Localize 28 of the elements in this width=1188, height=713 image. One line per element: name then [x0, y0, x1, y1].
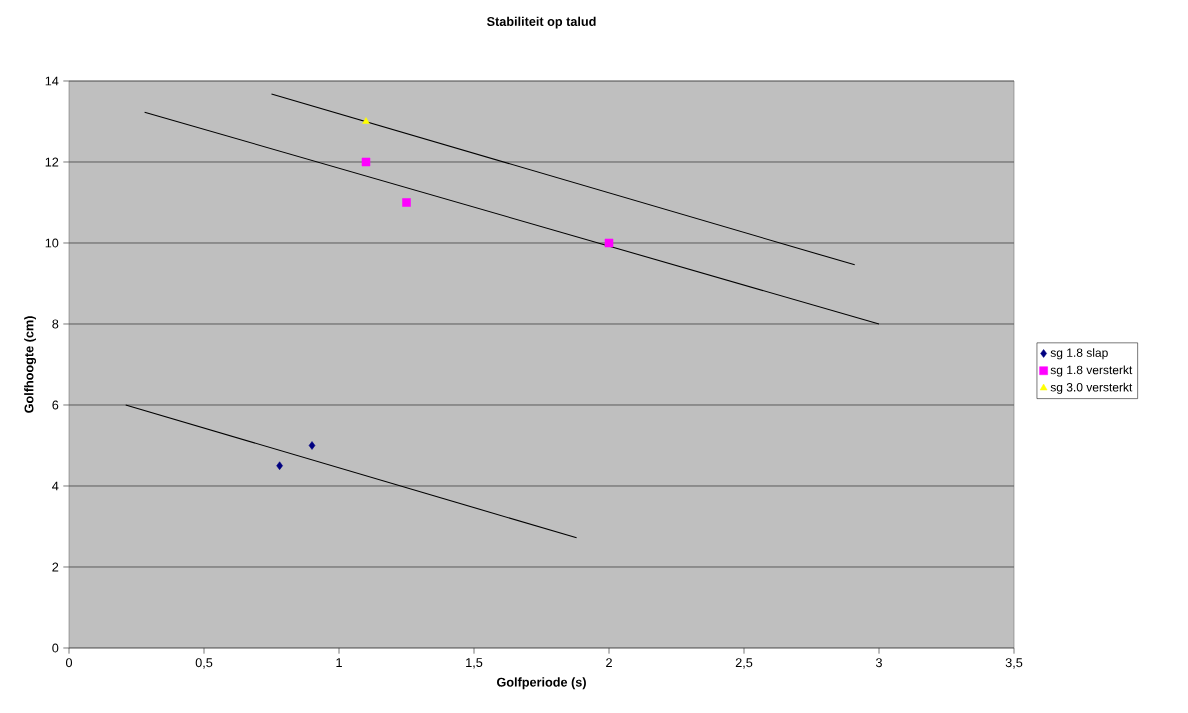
point	[604, 238, 614, 248]
x-tick-label: 3	[875, 658, 882, 668]
point	[361, 157, 371, 167]
x-tick-label: 3,5	[1005, 658, 1023, 669]
point	[276, 461, 283, 471]
x-tick-label: 0,5	[195, 658, 213, 669]
y-axis-title: Golfhoogte (cm)	[24, 316, 37, 413]
point	[308, 441, 316, 450]
x-tick-label: 2	[606, 658, 612, 668]
point	[402, 198, 411, 207]
y-tick-label: 10	[45, 238, 59, 248]
x-tick-label: 2,5	[735, 658, 753, 669]
legend-label: sg 3.0 versterkt	[1050, 382, 1133, 394]
y-tick-label: 14	[45, 76, 59, 86]
legend-label: sg 1.8 versterkt	[1050, 365, 1133, 377]
x-axis-title: Golfperiode (s)	[496, 677, 586, 690]
chart-title: Stabiliteit op talud	[486, 16, 596, 29]
x-tick-label: 0	[65, 658, 73, 668]
x-tick-label: 1	[336, 658, 342, 667]
y-tick-label: 4	[52, 481, 59, 491]
y-tick-label: 0	[52, 643, 59, 653]
point	[362, 117, 370, 124]
legend-label: sg 1.8 slap	[1050, 348, 1108, 360]
y-tick-label: 2	[52, 562, 59, 572]
y-tick-label: 8	[52, 319, 59, 329]
y-tick-label: 6	[52, 400, 59, 410]
x-tick-label: 1,5	[466, 658, 483, 669]
y-tick-label: 12	[45, 157, 59, 167]
